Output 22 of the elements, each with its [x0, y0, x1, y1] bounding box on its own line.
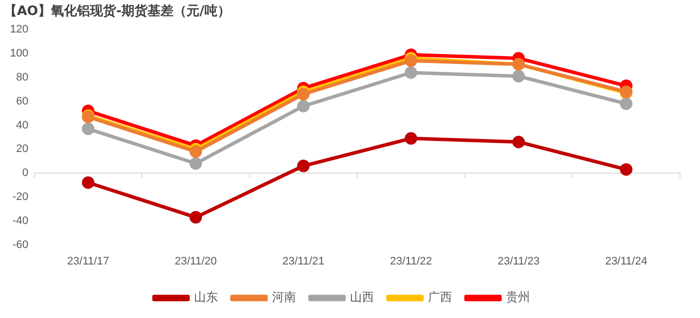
legend-label: 山东: [194, 290, 218, 304]
y-tick-label: 60: [16, 95, 28, 108]
x-tick-label: 23/11/23: [498, 255, 540, 268]
y-tick-label: -20: [12, 191, 28, 204]
y-tick-label: 80: [16, 71, 28, 84]
x-tick-label: 23/11/20: [174, 255, 217, 268]
y-tick-label: -40: [12, 214, 28, 227]
y-tick-label: 100: [10, 48, 28, 60]
x-tick-label: 23/11/17: [67, 255, 110, 268]
legend-label: 河南: [272, 290, 296, 304]
y-tick-label: 20: [16, 143, 28, 156]
y-tick-label: -60: [12, 238, 28, 251]
legend-label: 贵州: [506, 290, 530, 304]
y-tick-label: 120: [10, 24, 28, 36]
legend-label: 广西: [428, 290, 452, 304]
legend-label: 山西: [350, 290, 374, 304]
y-tick-label: 0: [22, 167, 28, 180]
x-tick-label: 23/11/24: [605, 255, 648, 268]
x-tick-label: 23/11/21: [282, 255, 324, 268]
chart-title: 【AO】氧化铝现货-期货基差（元/吨）: [4, 3, 230, 20]
y-tick-label: 40: [16, 119, 28, 132]
x-tick-label: 23/11/22: [390, 255, 432, 268]
